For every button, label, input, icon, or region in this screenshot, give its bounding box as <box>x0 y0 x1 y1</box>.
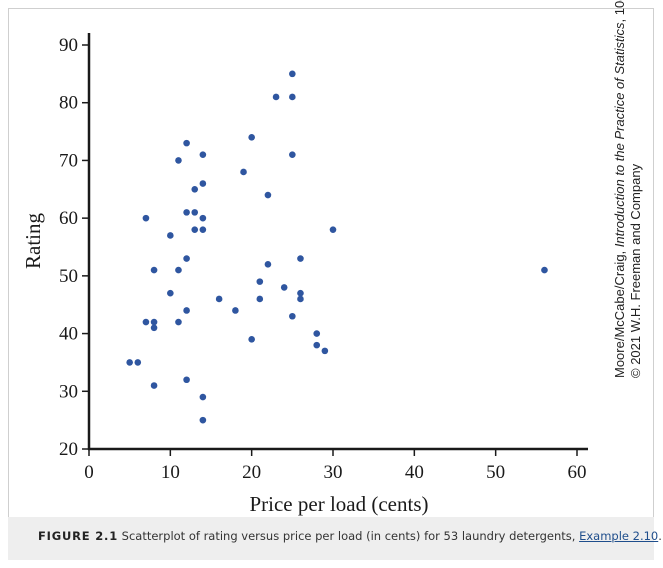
data-point <box>199 180 207 187</box>
data-point <box>175 318 182 326</box>
data-point <box>199 416 207 424</box>
data-point <box>248 336 255 343</box>
data-point <box>142 214 150 222</box>
data-point <box>329 226 337 233</box>
data-point <box>289 312 296 320</box>
data-point <box>183 376 190 384</box>
data-point <box>199 393 207 401</box>
data-point <box>313 341 321 349</box>
y-tick-label: 40 <box>59 324 78 345</box>
data-point <box>541 266 548 274</box>
y-tick-label: 90 <box>59 35 78 56</box>
y-axis-ticks: 20 30 40 50 60 70 80 90 <box>59 35 89 460</box>
figure-frame <box>8 8 654 560</box>
y-tick-label: 60 <box>59 208 78 229</box>
y-tick-label: 20 <box>59 439 78 460</box>
data-point <box>215 295 223 303</box>
y-tick-label: 30 <box>59 381 78 402</box>
data-point <box>183 209 190 216</box>
data-point <box>248 134 255 141</box>
data-point <box>256 295 264 303</box>
data-point <box>150 324 158 332</box>
data-point <box>134 359 142 366</box>
figure-label: FIGURE 2.1 <box>38 529 118 543</box>
data-point <box>183 255 190 262</box>
example-link[interactable]: Example 2.10 <box>579 529 659 543</box>
data-point <box>199 226 207 233</box>
data-point <box>313 330 321 337</box>
data-point <box>321 347 329 355</box>
y-axis-title: Rating <box>21 213 45 269</box>
data-point <box>175 157 182 164</box>
data-point <box>256 278 264 285</box>
x-tick-label: 10 <box>161 462 180 483</box>
data-point <box>142 318 150 326</box>
caption-text: Scatterplot of rating versus price per l… <box>118 529 580 543</box>
credit-line-1: Moore/McCabe/Craig, Introduction to the … <box>612 0 627 378</box>
data-point <box>183 139 190 147</box>
data-point <box>191 209 199 216</box>
data-points <box>126 70 548 424</box>
data-point <box>232 307 239 314</box>
data-point <box>191 226 199 233</box>
data-point <box>167 289 174 297</box>
data-point <box>199 214 207 222</box>
data-point <box>264 261 272 268</box>
x-tick-label: 50 <box>486 462 505 483</box>
y-tick-label: 70 <box>59 150 78 171</box>
figure-caption: FIGURE 2.1 Scatterplot of rating versus … <box>8 517 662 560</box>
x-tick-label: 30 <box>324 462 343 483</box>
x-axis-ticks: 0 10 20 30 40 50 60 <box>84 449 587 483</box>
data-point <box>199 151 207 158</box>
data-point <box>272 93 280 101</box>
data-point <box>150 266 158 274</box>
data-point <box>240 168 247 176</box>
data-point <box>191 185 199 193</box>
data-point <box>167 232 174 239</box>
data-point <box>297 295 304 303</box>
y-tick-label: 50 <box>59 266 78 287</box>
x-axis-title: Price per load (cents) <box>249 492 428 516</box>
data-point <box>264 191 272 199</box>
data-point <box>297 289 304 297</box>
data-point <box>289 93 296 101</box>
data-point <box>150 318 158 326</box>
y-tick-label: 80 <box>59 93 78 114</box>
data-point <box>289 70 296 78</box>
credit-line-2: © 2021 W.H. Freeman and Company <box>628 163 643 378</box>
data-point <box>150 382 158 389</box>
x-tick-label: 60 <box>568 462 587 483</box>
data-point <box>175 266 182 274</box>
data-point <box>280 284 288 291</box>
x-tick-label: 20 <box>242 462 261 483</box>
x-tick-label: 0 <box>84 462 94 483</box>
data-point <box>297 255 304 262</box>
x-tick-label: 40 <box>405 462 424 483</box>
data-point <box>126 359 133 366</box>
data-point <box>183 307 190 314</box>
caption-end: . <box>658 529 662 543</box>
data-point <box>289 151 296 158</box>
